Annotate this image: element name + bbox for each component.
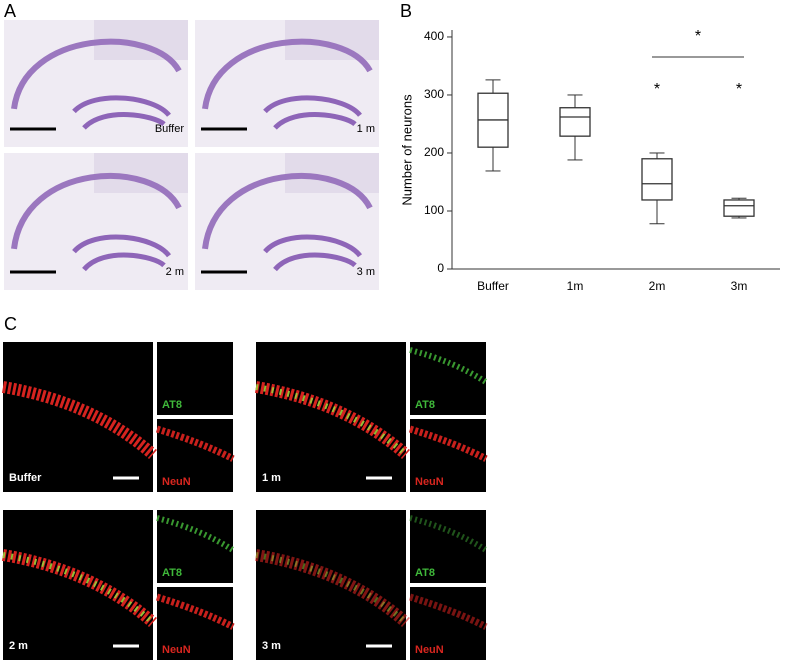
group-label: 3 m bbox=[262, 640, 281, 652]
cell-layer bbox=[11, 172, 182, 250]
neun-signal bbox=[255, 381, 410, 460]
box bbox=[559, 107, 591, 137]
neun-signal bbox=[2, 381, 157, 460]
channel-label: AT8 bbox=[415, 567, 435, 579]
dentate-gyrus bbox=[263, 234, 363, 272]
dentate-gyrus bbox=[263, 95, 362, 130]
y-tick-label: 400 bbox=[424, 29, 444, 43]
annotation: * bbox=[736, 81, 742, 98]
x-tick-label: 2m bbox=[649, 279, 666, 293]
at8-signal bbox=[409, 347, 488, 385]
channel-label: AT8 bbox=[162, 399, 182, 411]
neun-signal bbox=[2, 549, 157, 628]
x-tick-label: 3m bbox=[731, 279, 748, 293]
group-label: 2 m bbox=[9, 640, 28, 652]
dentate-gyrus bbox=[72, 234, 172, 272]
y-tick-label: 200 bbox=[424, 145, 444, 159]
x-tick-label: Buffer bbox=[477, 279, 509, 293]
panel-label: B bbox=[400, 1, 412, 21]
image-label: 3 m bbox=[357, 266, 375, 278]
dentate-gyrus bbox=[72, 95, 171, 130]
panel-label: C bbox=[4, 314, 17, 334]
cell-layer bbox=[11, 38, 182, 110]
y-axis-label: Number of neurons bbox=[399, 94, 414, 206]
box bbox=[723, 199, 755, 217]
cell-layer bbox=[202, 38, 373, 110]
box bbox=[641, 158, 673, 201]
channel-label: AT8 bbox=[415, 399, 435, 411]
channel-label: AT8 bbox=[162, 567, 182, 579]
channel-label: NeuN bbox=[162, 644, 191, 656]
group-label: Buffer bbox=[9, 472, 42, 484]
fluorescence-image bbox=[256, 510, 406, 660]
channel-image bbox=[410, 510, 486, 583]
at8-signal bbox=[409, 515, 488, 553]
annotation: * bbox=[695, 28, 701, 45]
panel-label: A bbox=[4, 1, 16, 21]
y-tick-label: 300 bbox=[424, 87, 444, 101]
channel-label: NeuN bbox=[415, 476, 444, 488]
channel-image bbox=[410, 342, 486, 415]
fluorescence-image bbox=[3, 510, 153, 660]
x-tick-label: 1m bbox=[567, 279, 584, 293]
y-tick-label: 100 bbox=[424, 203, 444, 217]
image-label: Buffer bbox=[155, 123, 184, 135]
image-label: 1 m bbox=[357, 123, 375, 135]
channel-label: NeuN bbox=[415, 644, 444, 656]
cell-layer bbox=[202, 172, 373, 250]
image-label: 2 m bbox=[166, 266, 184, 278]
group-label: 1 m bbox=[262, 472, 281, 484]
fluorescence-image bbox=[256, 342, 406, 492]
channel-image bbox=[157, 510, 233, 583]
neun-signal bbox=[255, 549, 410, 628]
at8-signal bbox=[156, 515, 235, 553]
fluorescence-image bbox=[3, 342, 153, 492]
y-tick-label: 0 bbox=[437, 261, 444, 275]
annotation: * bbox=[654, 81, 660, 98]
channel-image bbox=[157, 342, 233, 415]
channel-label: NeuN bbox=[162, 476, 191, 488]
